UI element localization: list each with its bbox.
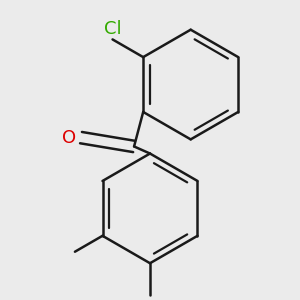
Text: O: O (61, 129, 76, 147)
Text: Cl: Cl (104, 20, 122, 38)
